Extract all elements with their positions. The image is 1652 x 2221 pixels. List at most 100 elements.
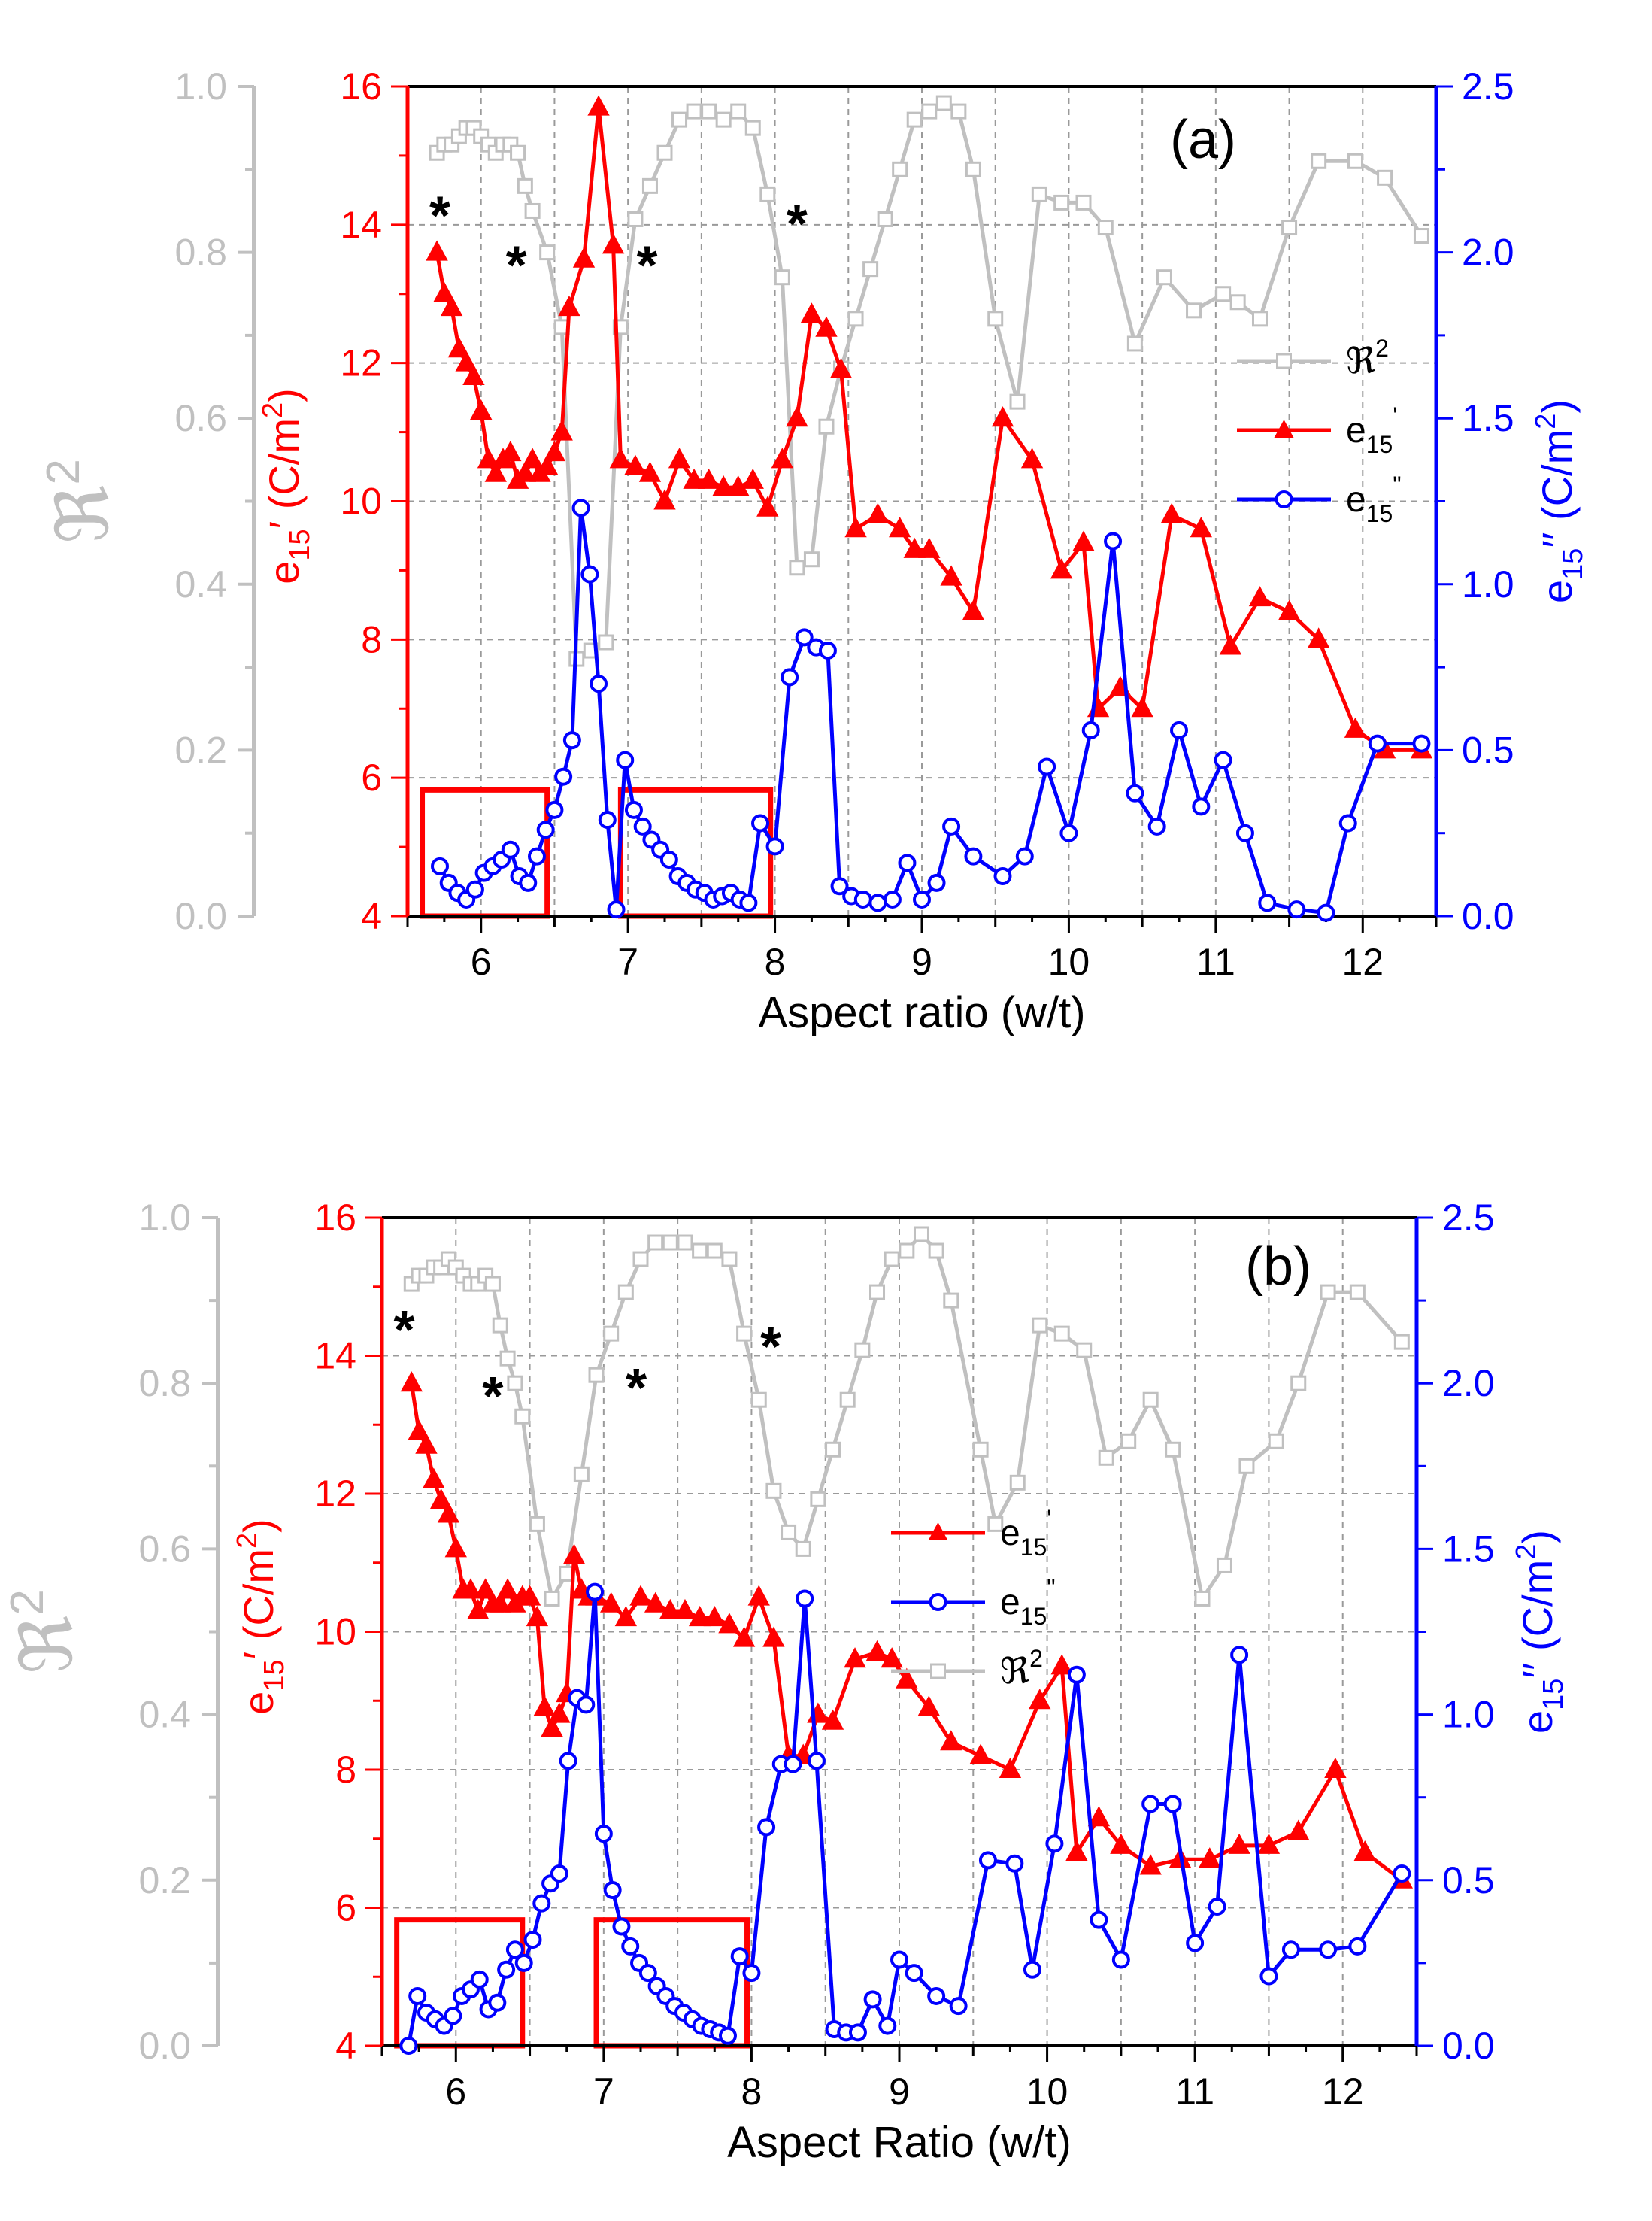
- y-tick-label-right: 2.0: [1462, 232, 1514, 274]
- legend-label-sup: ': [1393, 402, 1397, 429]
- data-point-R2: [1393, 1334, 1410, 1350]
- asterisk-marker: *: [637, 236, 658, 296]
- data-point-R2: [510, 144, 526, 161]
- data-point-R2: [1031, 186, 1047, 202]
- data-point-e15p: [683, 468, 705, 489]
- data-point-R2: [803, 551, 820, 568]
- data-point-R2: [1290, 1375, 1307, 1391]
- legend-label: e15': [1346, 402, 1397, 458]
- data-point-e15p: [459, 1578, 482, 1599]
- left-outer-axis-title: ℜ2: [2, 1589, 87, 1674]
- x-tick-label: 7: [593, 2071, 614, 2113]
- data-point-e15pp: [399, 2037, 418, 2055]
- data-point-e15pp: [523, 1931, 542, 1949]
- data-point-e15p: [408, 1419, 430, 1440]
- data-point-e15p: [415, 1433, 438, 1454]
- data-point-e15p: [521, 448, 544, 469]
- data-point-e15p: [703, 1606, 726, 1627]
- data-point-e15pp: [795, 628, 814, 647]
- x-axis-title: Aspect ratio (w/t): [758, 988, 1085, 1037]
- data-point-e15p: [865, 1640, 889, 1661]
- data-point-e15p: [1190, 517, 1212, 538]
- chart-panel-a: 6 7 8 9 10 11 12 4 6 8 10 12 14 16 0.0 0.2 0.4 0.6 0.8 1.0 0…: [38, 65, 1589, 1037]
- data-point-e15pp: [501, 840, 520, 859]
- left-outer-axis-title: ℜ2: [38, 459, 123, 544]
- data-point-e15p: [659, 1598, 681, 1619]
- data-point-e15pp: [1235, 824, 1254, 842]
- data-point-R2: [492, 1317, 508, 1334]
- data-point-e15pp: [796, 1589, 814, 1608]
- data-point-e15pp: [1045, 1834, 1064, 1853]
- data-point-e15pp: [1023, 1960, 1041, 1979]
- data-point-e15pp: [545, 800, 564, 819]
- data-point-e15pp: [1067, 1665, 1086, 1684]
- data-point-R2: [750, 1391, 767, 1408]
- data-point-e15p: [644, 1591, 667, 1613]
- y-tick-label-left-inner: 16: [314, 1197, 356, 1239]
- data-point-R2: [1009, 393, 1026, 410]
- y-tick-label-right: 2.5: [1442, 1197, 1495, 1239]
- data-point-e15pp: [527, 847, 546, 866]
- y-tick-label-right: 0.5: [1462, 729, 1514, 771]
- data-point-R2: [603, 1325, 620, 1342]
- y-tick-label-left-outer: 0.2: [138, 1859, 191, 1901]
- x-tick-label: 12: [1341, 941, 1384, 983]
- data-point-e15p: [991, 406, 1014, 427]
- axis-title-unit: (C/m: [235, 1549, 282, 1652]
- axis-title-prime: ′′: [1533, 532, 1581, 548]
- data-point-R2: [1413, 228, 1429, 244]
- data-point-e15pp: [1081, 721, 1100, 739]
- data-point-R2: [706, 1242, 723, 1259]
- data-point-e15pp: [978, 1851, 997, 1870]
- data-point-e15p: [903, 537, 926, 558]
- data-point-R2: [774, 269, 790, 286]
- data-point-e15pp: [765, 837, 784, 856]
- data-point-R2: [1251, 311, 1268, 327]
- data-point-R2: [1186, 302, 1202, 319]
- data-point-R2: [662, 1234, 678, 1251]
- legend-label: e15': [1000, 1505, 1051, 1561]
- data-point-e15pp: [1192, 797, 1211, 816]
- data-point-e15p: [1257, 1833, 1281, 1854]
- data-point-e15p: [477, 448, 500, 469]
- data-point-e15pp: [430, 857, 449, 875]
- legend-label-main: e: [1000, 1582, 1020, 1622]
- data-point-R2: [656, 144, 673, 161]
- data-point-R2: [972, 1441, 989, 1458]
- data-point-e15pp: [554, 767, 573, 786]
- data-point-e15pp: [577, 1695, 596, 1714]
- data-point-e15p: [1065, 1840, 1088, 1861]
- data-point-e15p: [400, 1371, 423, 1392]
- data-point-R2: [892, 161, 908, 177]
- legend-label-sub: 15: [1366, 431, 1393, 458]
- data-point-R2: [1377, 169, 1393, 186]
- data-point-R2: [1215, 286, 1232, 302]
- data-point-e15p: [1131, 696, 1153, 718]
- data-point-R2: [1097, 220, 1114, 236]
- legend-label: e15": [1000, 1574, 1056, 1630]
- axis-title-main: ℜ: [7, 1616, 87, 1674]
- data-point-e15p: [1287, 1819, 1310, 1840]
- data-point-R2: [1032, 1317, 1048, 1334]
- data-point-R2: [825, 1441, 841, 1458]
- data-point-e15pp: [659, 850, 678, 869]
- data-point-e15p: [1344, 717, 1367, 738]
- data-point-e15pp: [863, 1990, 882, 2009]
- data-point-e15p: [548, 1702, 571, 1723]
- data-point-e15p: [518, 1585, 541, 1606]
- data-point-e15p: [423, 1467, 445, 1488]
- series-e15pp: [399, 1582, 1411, 2055]
- data-point-R2: [906, 111, 923, 128]
- data-point-e15pp: [1317, 903, 1335, 922]
- data-point-R2: [1229, 294, 1246, 311]
- series-e15pp: [430, 499, 1431, 922]
- data-point-R2: [617, 1284, 634, 1300]
- data-point-R2: [1281, 220, 1298, 236]
- data-point-e15p: [697, 468, 720, 489]
- asterisk-marker: *: [393, 1300, 414, 1361]
- data-point-e15pp: [1319, 1940, 1338, 1959]
- data-point-e15p: [815, 316, 838, 337]
- data-point-e15p: [550, 420, 573, 441]
- data-point-e15p: [1324, 1757, 1347, 1778]
- data-point-e15pp: [536, 821, 555, 839]
